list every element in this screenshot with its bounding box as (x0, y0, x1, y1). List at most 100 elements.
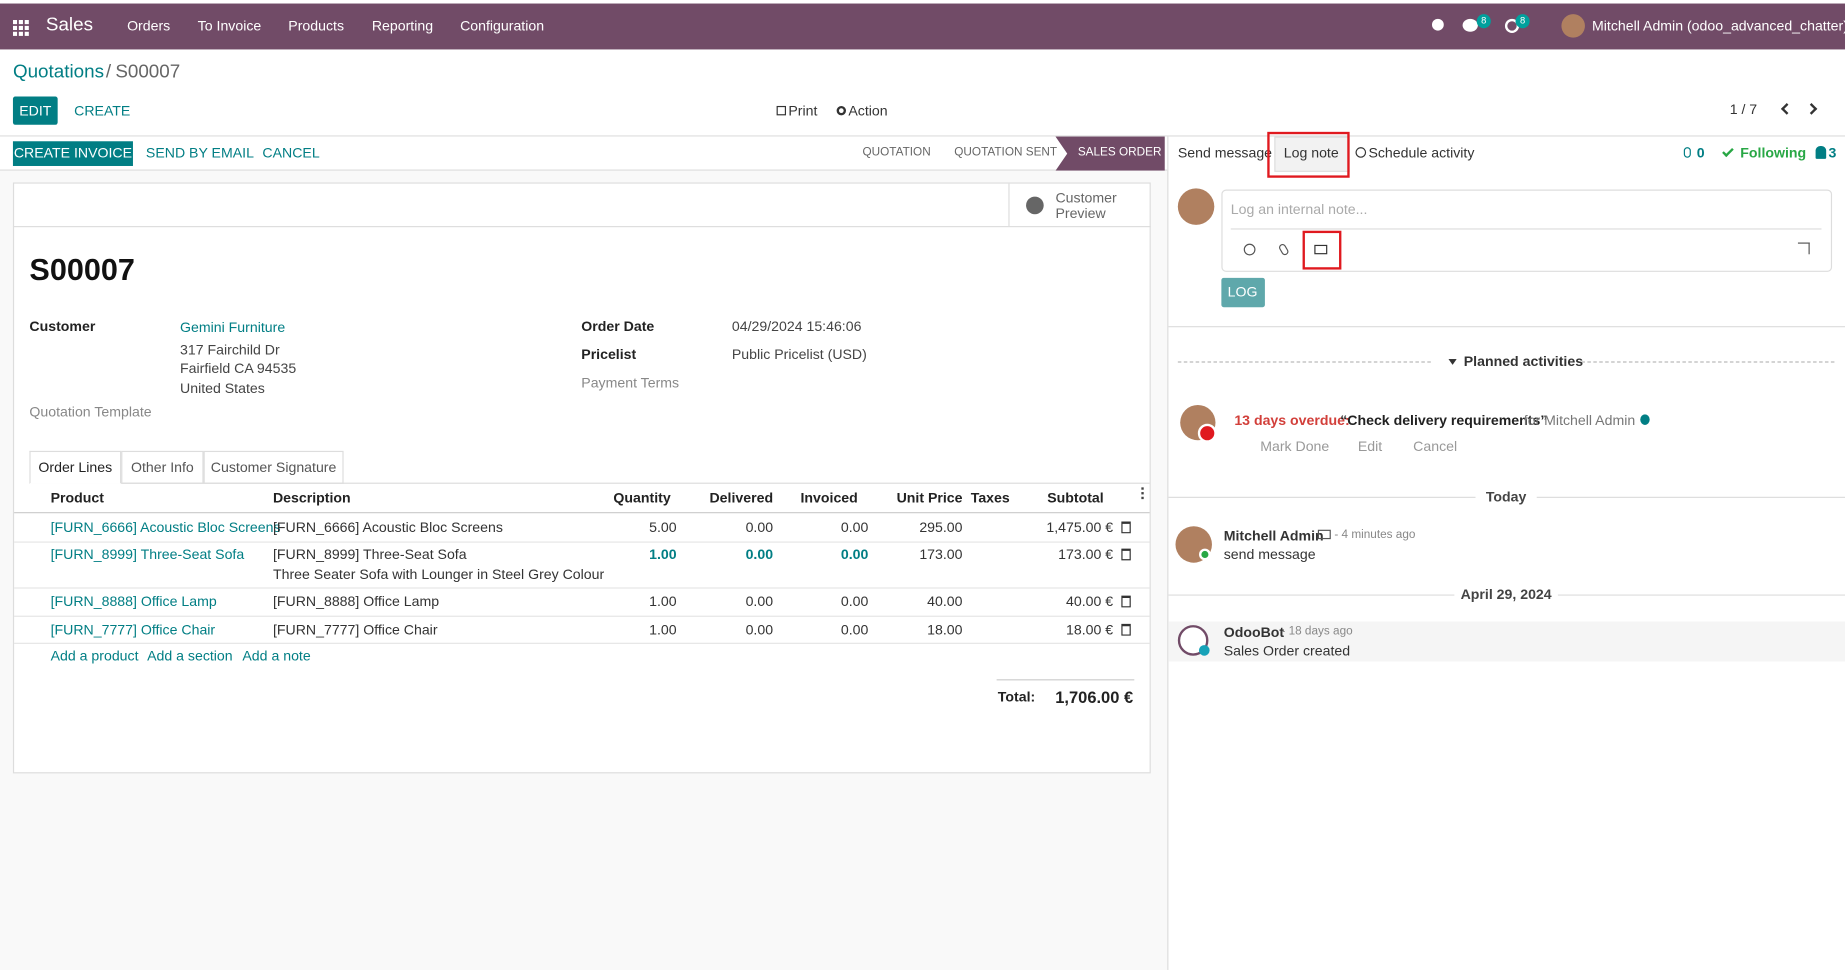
divider (0, 135, 1845, 137)
mail-icon[interactable] (1314, 244, 1328, 255)
activity-action[interactable]: Mark Done (1260, 437, 1330, 455)
badge (1476, 14, 1491, 29)
menu-item[interactable]: Orders (127, 17, 171, 35)
activity-action[interactable]: Cancel (1413, 437, 1458, 455)
tab[interactable] (29, 450, 122, 484)
chatter-tab[interactable]: Schedule activity (1368, 144, 1475, 162)
message-body: Sales Order created (1223, 642, 1351, 660)
active-tab (1274, 136, 1350, 172)
chatter-tab[interactable]: Send message (1177, 144, 1273, 162)
product[interactable]: [FURN_7777] Office Chair (50, 621, 216, 639)
breadcrumb-link[interactable]: Quotations (12, 62, 105, 83)
delivered: 0.00 (745, 519, 774, 536)
delete-icon[interactable] (1121, 548, 1131, 561)
row-divider (14, 541, 1150, 543)
product[interactable]: [FURN_8888] Office Lamp (50, 593, 217, 610)
message-author: Mitchell Admin (1223, 527, 1324, 544)
activity-summary: “Check delivery requirements” (1340, 412, 1548, 429)
description: [FURN_8888] Office Lamp (272, 593, 440, 610)
following[interactable]: Following (1740, 144, 1807, 162)
tab[interactable] (121, 450, 204, 484)
prev[interactable] (1780, 103, 1793, 115)
delete-icon[interactable] (1121, 521, 1131, 534)
column-header: Subtotal (1047, 489, 1104, 507)
divider (996, 679, 1135, 681)
menu-item[interactable]: Reporting (371, 17, 434, 35)
composer-input[interactable]: Log an internal note... (1230, 201, 1368, 218)
divider (1536, 496, 1845, 498)
apps-icon[interactable] (12, 19, 29, 36)
log-button[interactable] (1221, 277, 1265, 308)
add-line[interactable]: Add a section (147, 647, 233, 664)
column-header: Invoiced (800, 489, 858, 507)
message-date: - 18 days ago (1281, 625, 1353, 639)
field-value: Public Pricelist (USD) (731, 346, 867, 363)
create-invoice-button[interactable] (12, 141, 133, 166)
stage: QUOTATION (862, 145, 931, 159)
delete-icon[interactable] (1121, 595, 1131, 608)
add-line[interactable]: Add a product (50, 647, 139, 664)
badge (1515, 14, 1530, 29)
customer-preview[interactable]: Customer Preview (1055, 189, 1117, 222)
create-button[interactable]: CREATE (74, 102, 131, 119)
print-button[interactable]: Print (788, 102, 818, 119)
divider (14, 512, 1150, 514)
chatter-tab[interactable]: Log note (1283, 144, 1339, 162)
dashed-line (1581, 361, 1835, 363)
avatar (1561, 14, 1585, 38)
unit-price: 173.00 (919, 546, 963, 563)
button[interactable]: SEND BY EMAIL (145, 144, 254, 162)
next[interactable] (1805, 103, 1818, 115)
statusbar (0, 136, 1168, 171)
message-row (1168, 621, 1845, 662)
caret (1448, 359, 1457, 365)
edit-button[interactable] (12, 96, 58, 125)
gear-icon (836, 105, 847, 116)
avatar (1177, 188, 1215, 225)
subtotal: 1,475.00 € (1046, 519, 1114, 536)
badge-count: 8 (1481, 15, 1487, 26)
optional-columns[interactable] (1141, 492, 1144, 495)
action-button[interactable]: Action (848, 102, 888, 119)
invoiced: 0.00 (840, 546, 869, 563)
dashed-line (1177, 361, 1431, 363)
follower-count[interactable]: 3 (1828, 144, 1837, 162)
badge-count: 8 (1519, 15, 1526, 26)
mail-icon (1317, 529, 1331, 540)
product[interactable]: [FURN_6666] Acoustic Bloc Screens (50, 519, 281, 536)
invoiced: 0.00 (840, 593, 869, 610)
column-header: Unit Price (896, 489, 963, 507)
menu-item[interactable]: Configuration (460, 17, 545, 35)
edit-label: EDIT (19, 102, 52, 119)
globe-icon (1026, 196, 1044, 215)
button[interactable]: CANCEL (262, 144, 320, 162)
delete-icon[interactable] (1121, 623, 1131, 636)
emoji-icon[interactable] (1243, 243, 1256, 256)
tab-label: Order Lines (38, 459, 113, 476)
followers-icon (1815, 145, 1827, 159)
field-label: Order Date (581, 317, 655, 335)
field-value[interactable]: Gemini Furniture (180, 319, 286, 336)
status-dot (1199, 645, 1210, 656)
print-icon (776, 105, 787, 116)
activity-action[interactable]: Edit (1357, 437, 1383, 455)
divider (1168, 594, 1455, 596)
subtotal: 40.00 € (1065, 593, 1114, 610)
tab[interactable] (203, 450, 344, 484)
debug-icon[interactable] (1431, 18, 1444, 31)
subtotal: 18.00 € (1065, 621, 1114, 639)
menu-item[interactable]: To Invoice (197, 17, 262, 35)
product[interactable]: [FURN_8999] Three-Seat Sofa (50, 546, 245, 563)
assignee: for Mitchell Admin (1523, 412, 1636, 429)
attachment-count: 0 (1696, 144, 1705, 162)
menu-item[interactable]: Products (288, 17, 345, 35)
add-line[interactable]: Add a note (242, 647, 311, 664)
navbar (0, 3, 1845, 50)
description: [FURN_6666] Acoustic Bloc Screens (272, 519, 503, 536)
user-menu[interactable]: Mitchell Admin (odoo_advanced_chatter) (1592, 17, 1845, 35)
quantity: 1.00 (649, 621, 677, 639)
messages-icon[interactable] (1462, 18, 1478, 32)
expand-icon[interactable] (1797, 242, 1810, 255)
